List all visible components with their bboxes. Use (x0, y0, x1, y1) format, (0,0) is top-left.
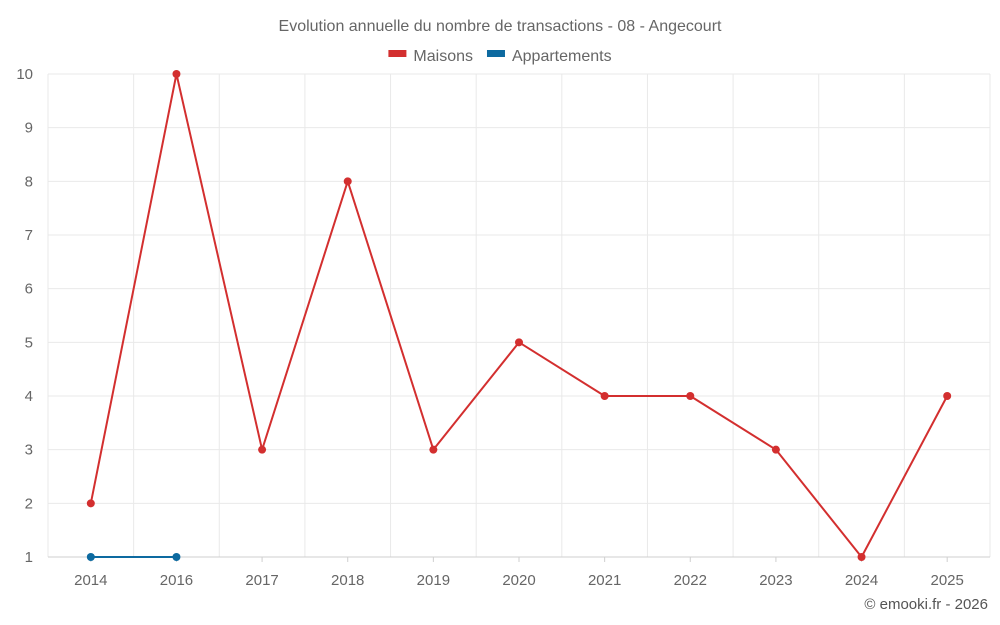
data-point[interactable] (515, 338, 523, 347)
data-point[interactable] (86, 499, 95, 508)
y-tick-label: 3 (25, 442, 33, 459)
x-tick-label: 2014 (74, 572, 107, 589)
legend: Maisons Appartements (388, 48, 612, 65)
data-point[interactable] (771, 445, 780, 454)
x-tick-label: 2020 (502, 572, 535, 589)
y-tick-label: 2 (25, 495, 33, 512)
x-tick-label: 2019 (417, 572, 450, 589)
y-tick-label: 5 (25, 334, 33, 351)
y-tick-label: 7 (25, 227, 33, 244)
data-point[interactable] (429, 445, 438, 454)
chart-title: Evolution annuelle du nombre de transact… (279, 18, 723, 35)
y-tick-label: 1 (25, 549, 33, 566)
legend-swatch (486, 50, 505, 57)
y-tick-label: 10 (16, 66, 33, 83)
y-tick-label: 9 (25, 120, 33, 137)
x-tick-label: 2023 (759, 572, 792, 589)
legend-label: Maisons (413, 48, 473, 65)
x-tick-label: 2021 (588, 572, 621, 589)
data-point[interactable] (258, 445, 267, 454)
x-tick-label: 2016 (160, 572, 193, 589)
y-tick-label: 6 (25, 281, 33, 298)
legend-label: Appartements (512, 48, 612, 65)
data-point[interactable] (86, 553, 95, 561)
legend-item-maisons[interactable]: Maisons (388, 48, 473, 65)
y-tick-label: 8 (25, 173, 33, 190)
grid (47, 73, 991, 558)
data-point[interactable] (686, 392, 695, 400)
y-axis: 1 2 3 4 5 6 7 8 9 10 (16, 66, 33, 566)
data-point[interactable] (172, 553, 181, 561)
y-tick-label: 4 (25, 388, 33, 405)
x-axis: 2014 2016 2017 2018 2019 2020 2021 2022 2023 2024… (48, 556, 990, 589)
x-tick-label: 2017 (245, 572, 278, 589)
x-tick-label: 2025 (930, 572, 963, 589)
legend-swatch (388, 50, 407, 57)
x-tick-label: 2024 (845, 572, 878, 589)
data-point[interactable] (943, 392, 952, 400)
legend-item-appartements[interactable]: Appartements (486, 48, 612, 65)
data-point[interactable] (857, 553, 866, 561)
series-layer (86, 70, 952, 561)
data-point[interactable] (172, 70, 181, 78)
x-tick-label: 2018 (331, 572, 364, 589)
credit-text: © emooki.fr - 2026 (864, 596, 988, 613)
series-appartements (86, 553, 181, 561)
data-point[interactable] (600, 392, 609, 400)
x-tick-label: 2022 (674, 572, 707, 589)
series-maisons (86, 70, 952, 561)
data-point[interactable] (343, 177, 352, 186)
